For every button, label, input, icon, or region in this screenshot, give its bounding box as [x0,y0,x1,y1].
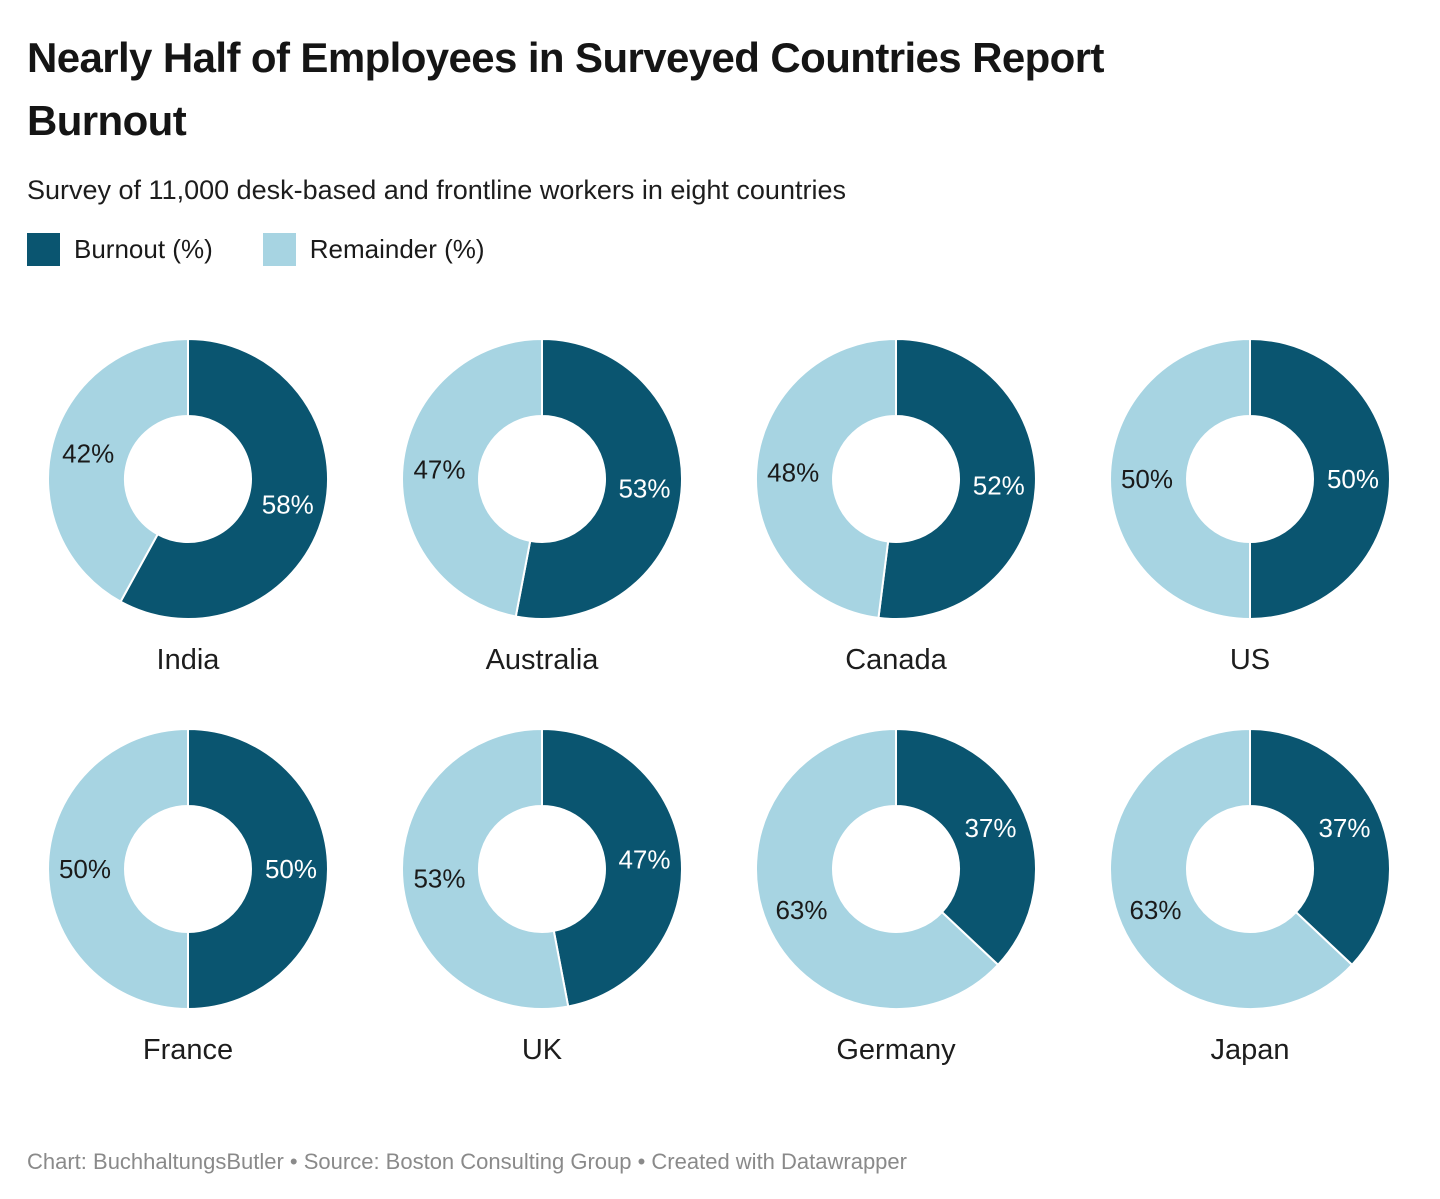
legend-label-burnout: Burnout (%) [74,234,213,264]
donut-svg: 37% 63% [755,728,1038,1010]
value-label-burnout: 37% [964,813,1016,843]
country-label: US [1229,644,1271,676]
value-label-remainder: 48% [767,458,819,488]
country-label: Germany [836,1034,956,1066]
value-label-remainder: 47% [413,454,465,484]
value-label-remainder: 53% [413,864,465,894]
value-label-remainder: 50% [1121,464,1173,494]
value-label-burnout: 52% [973,471,1025,501]
value-label-remainder: 63% [775,895,827,925]
value-label-remainder: 50% [59,854,111,884]
page-title: Nearly Half of Employees in Surveyed Cou… [27,26,1387,152]
value-label-burnout: 37% [1318,813,1370,843]
value-label-burnout: 50% [1327,464,1379,494]
donut-svg: 47% 53% [401,728,683,1010]
value-label-burnout: 58% [262,490,314,520]
donut-chart-india: 58% 42% India [46,337,330,677]
value-label-burnout: 47% [618,844,670,874]
donut-chart-germany: 37% 63% Germany [754,727,1038,1067]
donut-chart-japan: 37% 63% Japan [1108,727,1392,1067]
charts-grid: 58% 42% India 53% 47% Australia 52% 48% Canada 50… [11,337,1413,1067]
legend-swatch-remainder-icon [262,233,296,266]
donut-chart-france: 50% 50% France [46,727,330,1067]
chart-footer-attribution: Chart: BuchhaltungsButler • Source: Bost… [27,1149,907,1174]
page-title-line-2: Burnout [27,97,187,144]
legend-swatch-burnout-icon [27,233,60,266]
donut-svg: 37% 63% [1109,728,1392,1010]
value-label-burnout: 53% [618,474,670,504]
value-label-burnout: 50% [265,854,317,884]
chart-legend: Burnout (%) Remainder (%) [27,233,1413,266]
slice-remainder [1109,338,1251,620]
legend-label-remainder: Remainder (%) [309,234,485,264]
slice-remainder [755,728,1000,1010]
country-label: UK [521,1034,563,1066]
donut-svg: 52% 48% [755,338,1037,620]
legend-item-remainder: Remainder (%) [262,233,485,266]
value-label-remainder: 42% [62,438,114,468]
value-label-remainder: 63% [1129,895,1181,925]
slice-burnout [877,338,1037,620]
country-label: Canada [845,644,947,676]
donut-svg: 50% 50% [47,728,329,1010]
page-title-line-1: Nearly Half of Employees in Surveyed Cou… [27,34,1104,81]
slice-burnout [1249,338,1391,620]
slice-burnout [514,338,683,620]
slice-remainder [1109,728,1354,1010]
slice-burnout [895,728,1038,966]
slice-burnout [187,728,329,1010]
legend-item-burnout: Burnout (%) [27,233,213,266]
slice-remainder [47,338,189,603]
slice-burnout [541,728,683,1008]
chart-subtitle: Survey of 11,000 desk-based and frontlin… [27,175,846,205]
slice-remainder [401,728,570,1010]
donut-chart-australia: 53% 47% Australia [400,337,684,677]
country-label: Australia [485,644,599,676]
slice-burnout [1249,728,1392,966]
slice-burnout [119,338,329,620]
country-label: India [156,644,220,676]
country-label: France [142,1034,234,1066]
donut-svg: 58% 42% [47,338,329,620]
donut-chart-uk: 47% 53% UK [400,727,684,1067]
donut-chart-us: 50% 50% US [1108,337,1392,677]
slice-remainder [755,338,897,619]
slice-remainder [47,728,189,1010]
donut-chart-canada: 52% 48% Canada [754,337,1038,677]
donut-svg: 53% 47% [401,338,683,620]
country-label: Japan [1210,1034,1290,1066]
slice-remainder [401,338,543,618]
donut-svg: 50% 50% [1109,338,1391,620]
